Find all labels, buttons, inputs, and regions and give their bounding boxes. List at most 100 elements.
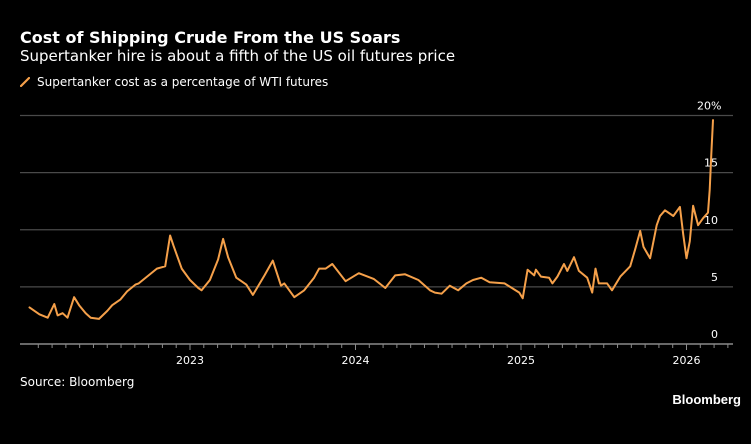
data-point <box>197 287 199 289</box>
data-point <box>172 245 175 247</box>
data-point <box>434 291 436 294</box>
data-point <box>518 291 520 294</box>
data-point <box>573 256 575 258</box>
series-layer <box>28 119 714 320</box>
data-point <box>642 246 645 248</box>
data-point <box>594 267 597 270</box>
data-point <box>28 306 31 309</box>
data-point <box>480 277 482 279</box>
data-point <box>73 296 75 298</box>
data-point <box>263 274 266 277</box>
data-point <box>245 283 247 286</box>
data-point <box>318 267 320 270</box>
data-point <box>689 240 691 242</box>
data-point <box>634 248 636 250</box>
data-point <box>331 263 333 265</box>
data-point <box>280 285 282 287</box>
y-tick-label: 0 <box>711 328 718 341</box>
y-tick-label: 20% <box>697 100 721 113</box>
data-point <box>283 282 285 285</box>
data-point <box>591 291 593 294</box>
brand-logo: Bloomberg <box>672 392 741 407</box>
data-point <box>111 304 113 306</box>
data-point <box>106 310 108 312</box>
data-point <box>66 317 69 319</box>
data-point <box>682 233 684 235</box>
data-point <box>164 265 166 267</box>
data-point <box>606 282 608 285</box>
data-point <box>702 217 704 219</box>
data-point <box>685 257 688 259</box>
y-tick-label: 5 <box>711 271 718 284</box>
source-note: Source: Bloomberg <box>20 375 135 389</box>
data-point <box>522 297 524 299</box>
data-point <box>649 257 651 259</box>
data-point <box>440 293 443 295</box>
data-point <box>293 296 295 298</box>
data-point <box>138 282 140 285</box>
data-point <box>235 277 237 279</box>
data-point <box>503 282 506 285</box>
data-point <box>227 256 229 258</box>
data-point <box>672 215 674 217</box>
chart-title: Cost of Shipping Crude From the US Soars <box>20 28 401 47</box>
data-point <box>181 267 183 270</box>
data-point <box>98 318 100 320</box>
data-point <box>639 230 641 232</box>
data-point <box>707 212 709 214</box>
data-point <box>303 289 305 291</box>
data-point <box>465 282 467 285</box>
data-point <box>344 280 347 282</box>
data-point <box>417 279 419 281</box>
data-point <box>540 275 542 278</box>
y-tick-label: 10 <box>704 214 718 227</box>
chart-subtitle: Supertanker hire is about a fifth of the… <box>20 47 456 65</box>
data-point <box>712 119 714 121</box>
x-tick-label: 2026 <box>673 354 701 367</box>
data-point <box>535 269 537 271</box>
data-point <box>38 313 40 315</box>
data-point <box>533 274 535 277</box>
data-point <box>85 312 87 314</box>
gridlines <box>20 114 733 288</box>
line-swatch-icon <box>20 77 30 87</box>
x-tick-label: 2024 <box>342 354 370 367</box>
data-point <box>200 289 203 291</box>
data-point <box>697 224 699 226</box>
data-point <box>272 259 274 262</box>
data-point <box>209 279 211 281</box>
data-point <box>527 269 529 271</box>
data-point <box>358 272 360 274</box>
data-point <box>384 287 386 289</box>
data-point <box>189 279 191 281</box>
data-point <box>619 275 621 278</box>
data-point <box>710 153 712 155</box>
data-point <box>222 238 224 240</box>
data-point <box>578 270 580 272</box>
data-point <box>611 289 613 291</box>
data-point <box>156 267 158 270</box>
data-point <box>656 224 658 226</box>
x-axis: 2023 2024 2025 2026 <box>20 343 733 367</box>
data-point <box>429 289 431 291</box>
legend: Supertanker cost as a percentage of WTI … <box>20 75 328 89</box>
x-tick-label: 2023 <box>176 354 204 367</box>
data-point <box>551 282 554 285</box>
data-point <box>47 317 49 319</box>
data-point <box>217 258 219 261</box>
data-point <box>148 274 150 277</box>
data-point <box>252 294 254 296</box>
data-point <box>78 304 80 306</box>
data-point <box>548 277 550 279</box>
data-point <box>598 282 600 285</box>
data-point <box>629 265 631 267</box>
data-point <box>90 317 92 319</box>
data-point <box>692 205 694 207</box>
legend-label: Supertanker cost as a percentage of WTI … <box>37 75 329 89</box>
data-point <box>61 312 64 314</box>
data-point <box>457 289 459 291</box>
data-point <box>134 283 136 286</box>
data-point <box>325 267 327 270</box>
data-point <box>664 209 666 211</box>
